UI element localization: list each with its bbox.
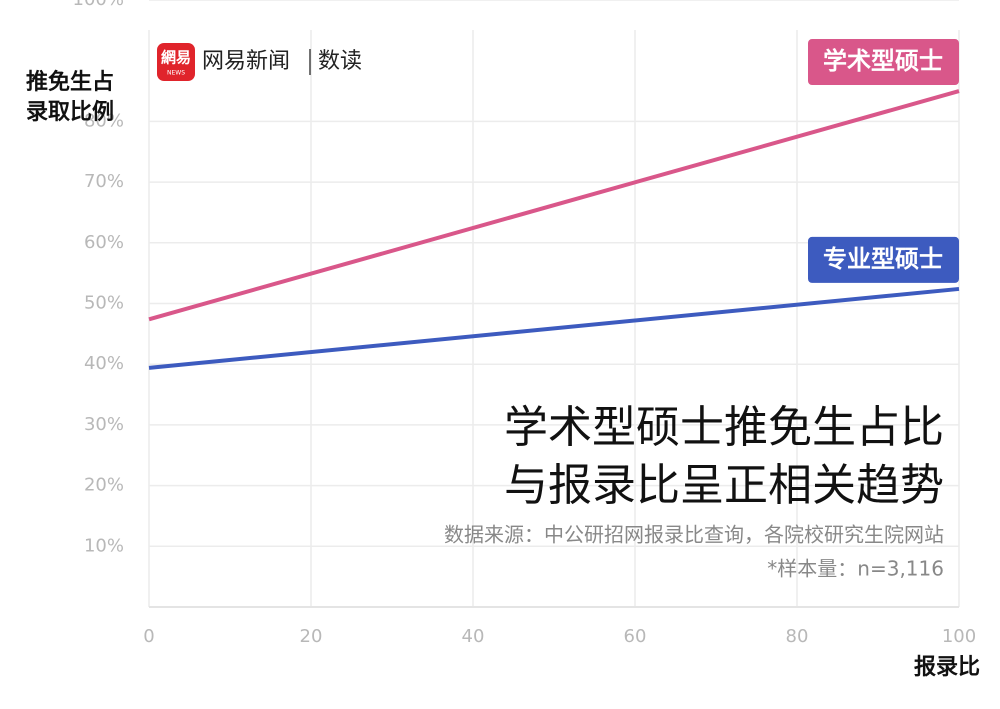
logo-text: 網易: [161, 49, 191, 67]
x-tick-label: 0: [143, 626, 154, 647]
y-tick-label: 10%: [84, 535, 124, 556]
chart-title: 与报录比呈正相关趋势: [504, 460, 944, 511]
y-axis-label: 录取比例: [26, 100, 114, 125]
y-tick-label: 50%: [84, 293, 124, 314]
y-tick-label: 100%: [73, 0, 124, 10]
logo-icon: [157, 43, 195, 81]
logo-subtext: NEWS: [167, 70, 185, 77]
series-line: [148, 89, 960, 322]
x-tick-label: 100: [942, 626, 976, 647]
y-tick-label: 80%: [84, 110, 124, 131]
legend-box: [808, 39, 959, 86]
note: *样本量：n=3,116: [767, 557, 944, 581]
y-tick-label: 70%: [84, 171, 124, 192]
legend-box: [808, 236, 959, 283]
y-tick-label: 60%: [84, 232, 124, 253]
x-axis-label: 报录比: [914, 655, 980, 680]
brand: 网易新闻: [202, 49, 290, 74]
source: 数据来源：中公研招网报录比查询，各院校研究生院网站: [444, 523, 944, 547]
x-tick-label: 60: [624, 626, 647, 647]
y-tick-label: 40%: [84, 353, 124, 374]
legend-label: 专业型硕士: [823, 245, 943, 273]
y-axis-label: 推免生占: [26, 69, 114, 95]
y-tick-label: 20%: [84, 475, 124, 496]
brand-section: 数读: [318, 49, 362, 74]
x-tick-label: 80: [786, 626, 809, 647]
series-line: [148, 286, 960, 370]
x-tick-label: 40: [462, 626, 485, 647]
legend-label: 学术型硕士: [823, 47, 943, 75]
x-tick-label: 20: [300, 626, 323, 647]
chart-title: 学术型硕士推免生占比: [504, 402, 944, 453]
y-tick-label: 30%: [84, 414, 124, 435]
